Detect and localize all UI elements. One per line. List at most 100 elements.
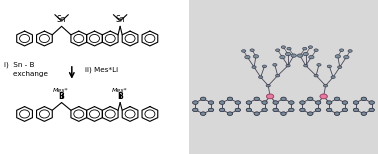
Ellipse shape bbox=[208, 108, 214, 112]
Ellipse shape bbox=[220, 101, 225, 104]
Ellipse shape bbox=[335, 97, 340, 101]
Ellipse shape bbox=[369, 101, 374, 104]
Ellipse shape bbox=[262, 108, 267, 112]
Ellipse shape bbox=[227, 112, 232, 115]
Ellipse shape bbox=[266, 94, 274, 99]
Ellipse shape bbox=[316, 101, 321, 104]
Text: B: B bbox=[59, 92, 65, 101]
Ellipse shape bbox=[353, 101, 359, 104]
Ellipse shape bbox=[316, 108, 321, 112]
Ellipse shape bbox=[316, 101, 321, 104]
Ellipse shape bbox=[335, 112, 340, 115]
Ellipse shape bbox=[201, 112, 206, 115]
Ellipse shape bbox=[342, 108, 347, 112]
Ellipse shape bbox=[317, 63, 321, 66]
Ellipse shape bbox=[235, 101, 240, 104]
Ellipse shape bbox=[220, 108, 225, 112]
Ellipse shape bbox=[353, 108, 359, 112]
Ellipse shape bbox=[335, 97, 340, 101]
Ellipse shape bbox=[361, 112, 367, 115]
Ellipse shape bbox=[342, 108, 347, 112]
Ellipse shape bbox=[308, 97, 313, 101]
Ellipse shape bbox=[227, 112, 232, 115]
Ellipse shape bbox=[254, 112, 259, 115]
Ellipse shape bbox=[353, 101, 359, 104]
Ellipse shape bbox=[353, 108, 359, 112]
Ellipse shape bbox=[338, 66, 342, 68]
Ellipse shape bbox=[276, 49, 280, 51]
Ellipse shape bbox=[252, 66, 256, 68]
Ellipse shape bbox=[314, 74, 318, 77]
Ellipse shape bbox=[193, 108, 198, 112]
Ellipse shape bbox=[227, 97, 232, 101]
Ellipse shape bbox=[220, 101, 225, 104]
Ellipse shape bbox=[262, 101, 267, 104]
Ellipse shape bbox=[254, 97, 259, 101]
Ellipse shape bbox=[254, 97, 259, 101]
Ellipse shape bbox=[297, 54, 303, 57]
Ellipse shape bbox=[285, 52, 291, 56]
Ellipse shape bbox=[361, 97, 367, 101]
Ellipse shape bbox=[300, 101, 305, 104]
Ellipse shape bbox=[235, 108, 240, 112]
Text: i)  Sn - B
    exchange: i) Sn - B exchange bbox=[4, 62, 48, 77]
Ellipse shape bbox=[235, 101, 240, 104]
Ellipse shape bbox=[281, 112, 286, 115]
Text: B: B bbox=[117, 92, 123, 101]
Ellipse shape bbox=[327, 108, 332, 112]
Ellipse shape bbox=[342, 101, 347, 104]
Ellipse shape bbox=[300, 108, 305, 112]
Ellipse shape bbox=[324, 84, 328, 87]
Ellipse shape bbox=[335, 55, 341, 58]
Ellipse shape bbox=[273, 101, 278, 104]
Ellipse shape bbox=[320, 94, 327, 99]
Ellipse shape bbox=[369, 108, 374, 112]
Ellipse shape bbox=[273, 108, 278, 112]
Ellipse shape bbox=[220, 108, 225, 112]
Text: Sn: Sn bbox=[115, 15, 125, 24]
Ellipse shape bbox=[259, 76, 263, 79]
Ellipse shape bbox=[262, 108, 267, 112]
Ellipse shape bbox=[314, 49, 318, 51]
Ellipse shape bbox=[327, 101, 332, 104]
Ellipse shape bbox=[369, 101, 374, 104]
Text: Sn: Sn bbox=[57, 15, 67, 24]
Ellipse shape bbox=[201, 97, 206, 101]
Ellipse shape bbox=[242, 50, 246, 52]
Ellipse shape bbox=[266, 84, 270, 87]
Ellipse shape bbox=[193, 101, 198, 104]
Ellipse shape bbox=[281, 46, 285, 48]
Text: ii) Mes*Li: ii) Mes*Li bbox=[85, 66, 118, 73]
Ellipse shape bbox=[369, 108, 374, 112]
Ellipse shape bbox=[289, 108, 294, 112]
Ellipse shape bbox=[308, 112, 313, 115]
Ellipse shape bbox=[193, 101, 198, 104]
Ellipse shape bbox=[201, 97, 206, 101]
Ellipse shape bbox=[289, 101, 294, 104]
Ellipse shape bbox=[308, 97, 313, 101]
Ellipse shape bbox=[262, 101, 267, 104]
Ellipse shape bbox=[300, 108, 305, 112]
Ellipse shape bbox=[250, 49, 254, 51]
Ellipse shape bbox=[327, 108, 332, 112]
Ellipse shape bbox=[316, 108, 321, 112]
Ellipse shape bbox=[246, 101, 251, 104]
Ellipse shape bbox=[273, 101, 278, 104]
Ellipse shape bbox=[308, 46, 313, 48]
Ellipse shape bbox=[320, 94, 327, 99]
Ellipse shape bbox=[266, 94, 274, 99]
Ellipse shape bbox=[281, 97, 286, 101]
Ellipse shape bbox=[245, 55, 250, 59]
Text: Mes*: Mes* bbox=[53, 88, 68, 93]
Ellipse shape bbox=[344, 55, 349, 59]
Ellipse shape bbox=[253, 55, 259, 58]
Ellipse shape bbox=[342, 101, 347, 104]
Ellipse shape bbox=[208, 108, 214, 112]
Ellipse shape bbox=[291, 54, 296, 57]
Ellipse shape bbox=[208, 101, 214, 104]
Ellipse shape bbox=[208, 101, 214, 104]
Ellipse shape bbox=[254, 112, 259, 115]
Ellipse shape bbox=[335, 112, 340, 115]
Ellipse shape bbox=[361, 97, 367, 101]
Ellipse shape bbox=[246, 108, 251, 112]
